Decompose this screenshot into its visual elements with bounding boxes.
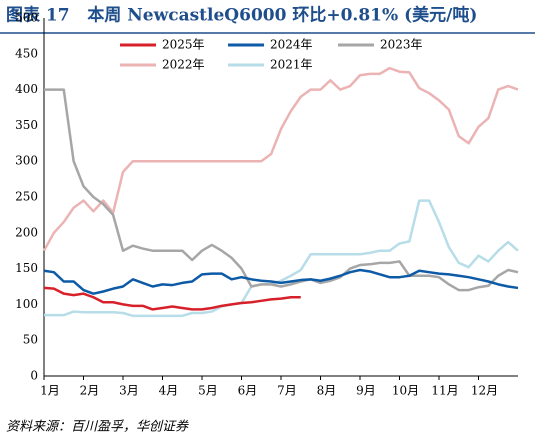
y-tick-label: 400 [15, 82, 38, 96]
legend-label: 2025年 [162, 38, 205, 52]
x-tick-label: 3月 [119, 384, 139, 398]
y-tick-label: 0 [30, 369, 38, 383]
x-tick-label: 1月 [40, 384, 60, 398]
series-line [44, 88, 519, 292]
legend-label: 2023年 [380, 38, 423, 52]
y-tick-label: 350 [15, 118, 38, 132]
source: 资料来源：百川盈孚，华创证券 [6, 420, 189, 435]
legend-label: 2024年 [270, 38, 313, 52]
y-tick-label: 450 [15, 46, 38, 60]
y-tick-label: 500 [15, 11, 38, 25]
x-tick-label: 12月 [471, 384, 498, 398]
y-tick-label: 300 [15, 154, 38, 168]
x-tick-label: 2月 [80, 384, 100, 398]
y-tick-label: 250 [15, 190, 38, 204]
x-tick-label: 8月 [317, 384, 337, 398]
y-tick-label: 200 [15, 225, 38, 239]
x-tick-label: 6月 [238, 384, 258, 398]
x-tick-label: 4月 [159, 384, 179, 398]
x-tick-label: 9月 [356, 384, 376, 398]
series-line [44, 199, 519, 318]
legend-label: 2022年 [162, 58, 205, 72]
x-tick-label: 7月 [277, 384, 297, 398]
x-tick-label: 10月 [392, 384, 419, 398]
x-tick-label: 5月 [198, 384, 218, 398]
series-line [42, 66, 519, 252]
y-tick-label: 100 [15, 297, 38, 311]
series-line [43, 268, 519, 295]
x-tick-label: 11月 [431, 384, 458, 398]
y-tick-label: 150 [15, 261, 38, 275]
legend-label: 2021年 [270, 58, 313, 72]
series-line [43, 286, 301, 311]
y-tick-label: 50 [23, 333, 38, 347]
chart-title: 图表 17 本周 NewcastleQ6000 环比+0.81% (美元/吨) [6, 5, 477, 26]
